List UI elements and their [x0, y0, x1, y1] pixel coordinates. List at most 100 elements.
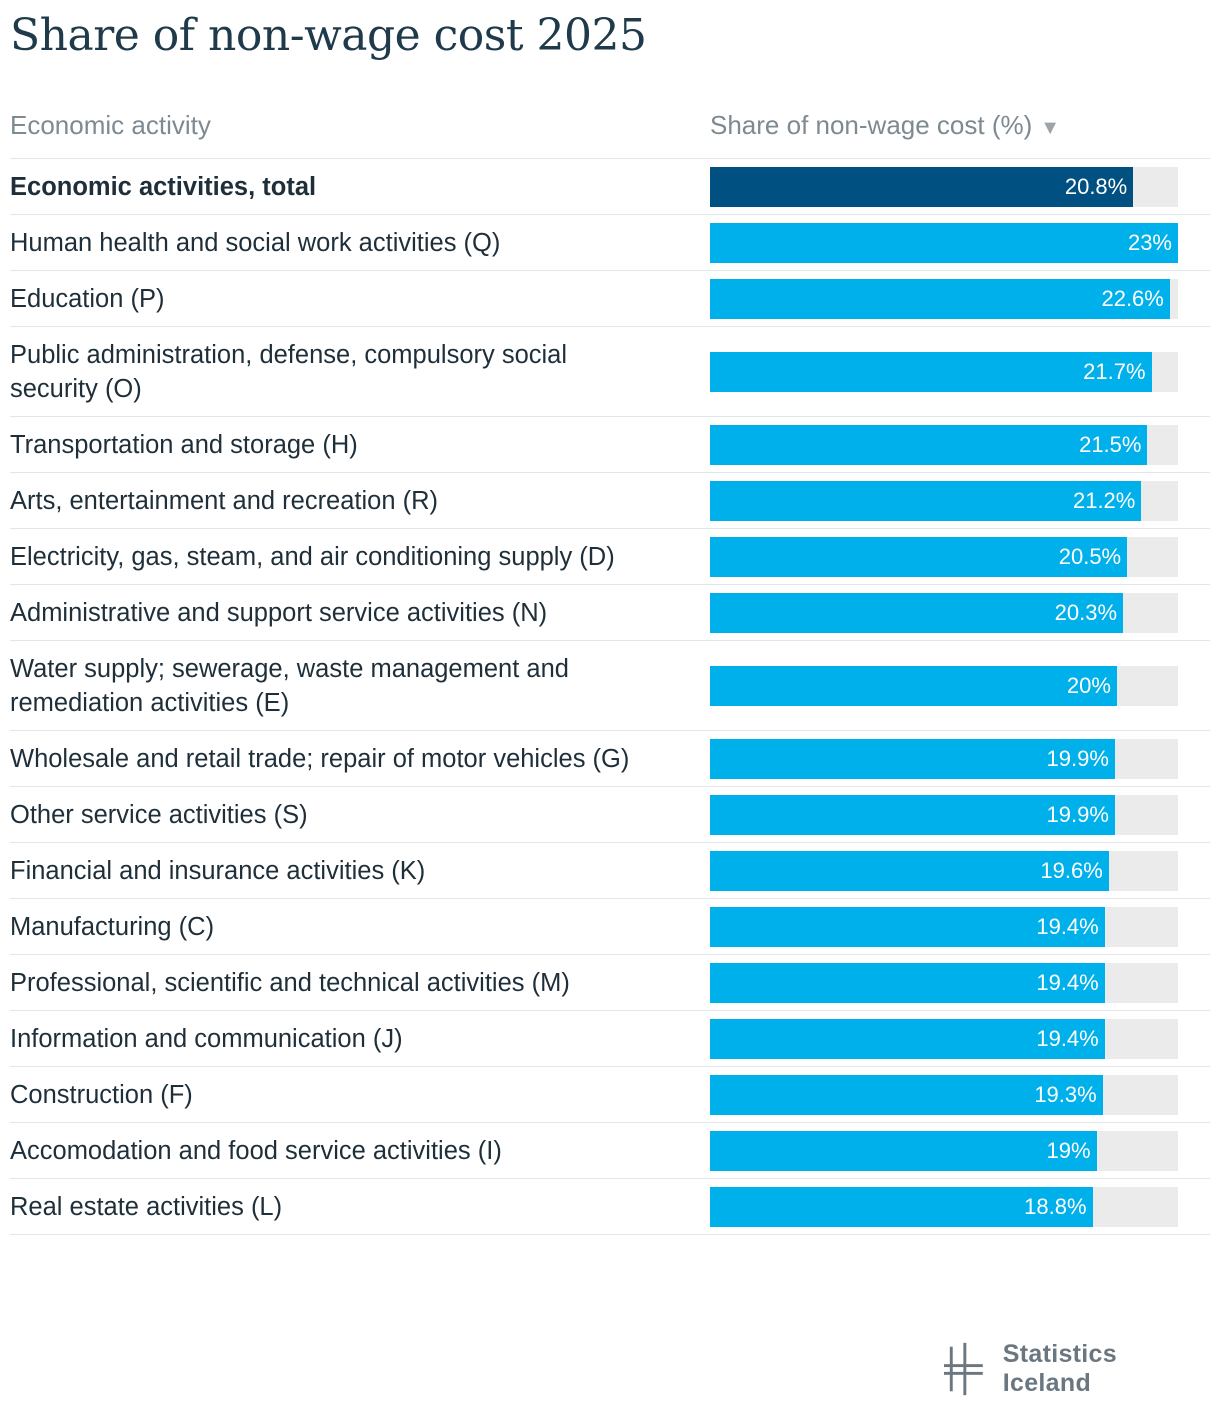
activity-row: Other service activities (S) 19.9%: [10, 787, 1210, 843]
activity-label: Construction (F): [10, 1080, 193, 1109]
bar-track: 18.8%: [710, 1186, 1178, 1227]
activity-label: Financial and insurance activities (K): [10, 856, 426, 885]
bar-value-label: 20.3%: [1054, 599, 1118, 625]
activity-row: Professional, scientific and technical a…: [10, 955, 1210, 1011]
column-header-share-label: Share of non-wage cost (%): [710, 110, 1033, 140]
bar-track: 20.5%: [710, 536, 1178, 577]
bar-track: 19.9%: [710, 794, 1178, 835]
bar: 20%: [710, 665, 1117, 706]
bar: 20.3%: [710, 592, 1124, 633]
bar-track: 19.6%: [710, 850, 1178, 891]
activity-row: Electricity, gas, steam, and air conditi…: [10, 529, 1210, 585]
bar: 19%: [710, 1130, 1097, 1171]
bar-value-label: 19.4%: [1036, 913, 1099, 939]
bar-track: 20.8%: [710, 166, 1178, 207]
bar-track: 22.6%: [710, 278, 1178, 319]
activity-label: Water supply; sewerage, waste management…: [10, 654, 569, 717]
bar: 19.4%: [710, 1018, 1105, 1059]
bar-value-label: 21.2%: [1072, 487, 1136, 513]
activity-label: Human health and social work activities …: [10, 228, 501, 257]
activity-row: Human health and social work activities …: [10, 215, 1210, 271]
bar-track: 21.2%: [710, 480, 1178, 521]
sort-descending-icon[interactable]: ▼: [1040, 117, 1061, 139]
logo-text: Statistics Iceland: [1002, 1340, 1117, 1397]
activity-label: Arts, entertainment and recreation (R): [10, 486, 439, 515]
activity-label: Accomodation and food service activities…: [10, 1136, 502, 1165]
activity-row: Construction (F) 19.3%: [10, 1067, 1210, 1123]
bar-track: 19.4%: [710, 1018, 1178, 1059]
bar: 19.3%: [710, 1074, 1103, 1115]
activity-label: Information and communication (J): [10, 1024, 403, 1053]
chart-title: Share of non-wage cost 2025: [10, 10, 647, 61]
bar-value-label: 20.5%: [1058, 543, 1122, 569]
bar: 23%: [710, 222, 1178, 263]
bar-value-label: 19.4%: [1036, 969, 1099, 995]
bar: 21.7%: [710, 351, 1152, 392]
bar: 19.9%: [710, 738, 1115, 779]
activity-label: Wholesale and retail trade; repair of mo…: [10, 744, 630, 773]
bar-track: 23%: [710, 222, 1178, 263]
bar-track: 19.4%: [710, 906, 1178, 947]
bar: 19.4%: [710, 906, 1105, 947]
activity-label: Transportation and storage (H): [10, 430, 358, 459]
statistics-iceland-logo-icon: [944, 1342, 983, 1396]
activity-row: Education (P) 22.6%: [10, 271, 1210, 327]
activity-row: Accomodation and food service activities…: [10, 1123, 1210, 1179]
bar: 22.6%: [710, 278, 1170, 319]
activity-row: Administrative and support service activ…: [10, 585, 1210, 641]
activity-row: Arts, entertainment and recreation (R) 21…: [10, 473, 1210, 529]
bar-track: 19.9%: [710, 738, 1178, 779]
bar-track: 19.3%: [710, 1074, 1178, 1115]
bar-track: 20.3%: [710, 592, 1178, 633]
bar-track: 20%: [710, 665, 1178, 706]
activity-row: Real estate activities (L) 18.8%: [10, 1179, 1210, 1235]
activity-row: Wholesale and retail trade; repair of mo…: [10, 731, 1210, 787]
column-header-activity: Economic activity: [10, 110, 211, 140]
activity-label: Other service activities (S): [10, 800, 308, 829]
bar-track: 19.4%: [710, 962, 1178, 1003]
bar: 20.5%: [710, 536, 1128, 577]
activity-label: Economic activities, total: [10, 172, 317, 201]
activity-label: Public administration, defense, compulso…: [10, 340, 568, 403]
bar: 21.5%: [710, 424, 1148, 465]
bar-value-label: 19.4%: [1036, 1025, 1099, 1051]
bar-value-label: 19.9%: [1046, 801, 1109, 827]
activity-row: Public administration, defense, compulso…: [10, 327, 1210, 417]
activity-label: Electricity, gas, steam, and air conditi…: [10, 542, 615, 571]
activity-label: Real estate activities (L): [10, 1192, 283, 1221]
activity-label: Administrative and support service activ…: [10, 598, 548, 627]
bar-track: 19%: [710, 1130, 1178, 1171]
bar-value-label: 18.8%: [1024, 1193, 1087, 1219]
bar: 19.9%: [710, 794, 1115, 835]
activity-label: Education (P): [10, 284, 165, 313]
bar-value-label: 19%: [1046, 1137, 1091, 1163]
activity-label: Manufacturing (C): [10, 912, 215, 941]
bar-value-label: 22.6%: [1101, 285, 1164, 311]
bar-value-label: 20.8%: [1064, 173, 1128, 199]
bar-value-label: 19.6%: [1040, 857, 1103, 883]
activity-row: Transportation and storage (H) 21.5%: [10, 417, 1210, 473]
bar-value-label: 21.7%: [1083, 358, 1146, 384]
bar-value-label: 21.5%: [1079, 431, 1142, 457]
bar-value-label: 20%: [1066, 672, 1111, 698]
bar-value-label: 19.3%: [1034, 1081, 1097, 1107]
activity-row: Financial and insurance activities (K) 19…: [10, 843, 1210, 899]
bar: 19.6%: [710, 850, 1109, 891]
total-row: Economic activities, total 20.8%: [10, 159, 1210, 215]
bar-value-label: 19.9%: [1046, 745, 1109, 771]
activity-label: Professional, scientific and technical a…: [10, 968, 570, 997]
chart-rows: Economic activities, total 20.8% Human hea…: [10, 159, 1210, 1235]
activity-row: Information and communication (J) 19.4%: [10, 1011, 1210, 1067]
bar-value-label: 23%: [1127, 229, 1172, 255]
column-header-share[interactable]: Share of non-wage cost (%) ▼: [710, 110, 1060, 141]
bar: 21.2%: [710, 480, 1142, 521]
total-bar: 20.8%: [710, 166, 1134, 207]
activity-row: Manufacturing (C) 19.4%: [10, 899, 1210, 955]
bar: 19.4%: [710, 962, 1105, 1003]
bar: 18.8%: [710, 1186, 1093, 1227]
statistics-iceland-logo: Statistics Iceland: [944, 1340, 1206, 1397]
table-header: Economic activity Share of non-wage cost…: [10, 100, 1210, 159]
bar-track: 21.5%: [710, 424, 1178, 465]
activity-row: Water supply; sewerage, waste management…: [10, 641, 1210, 731]
bar-track: 21.7%: [710, 351, 1178, 392]
